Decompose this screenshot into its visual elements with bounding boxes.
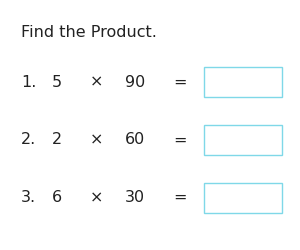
Text: 90: 90 [125, 75, 145, 90]
Text: 1.: 1. [21, 75, 36, 90]
Text: 60: 60 [125, 132, 145, 148]
Text: 6: 6 [52, 190, 62, 205]
Text: ×: × [89, 190, 103, 205]
Text: 2.: 2. [21, 132, 36, 148]
FancyBboxPatch shape [204, 125, 282, 155]
Text: ×: × [89, 75, 103, 90]
Text: ×: × [89, 132, 103, 148]
Text: =: = [173, 190, 187, 205]
Text: =: = [173, 132, 187, 148]
FancyBboxPatch shape [204, 68, 282, 98]
Text: 30: 30 [125, 190, 145, 205]
Text: =: = [173, 75, 187, 90]
Text: 2: 2 [52, 132, 62, 148]
FancyBboxPatch shape [204, 182, 282, 212]
Text: Find the Product.: Find the Product. [21, 25, 157, 40]
Text: 5: 5 [52, 75, 62, 90]
Text: 3.: 3. [21, 190, 36, 205]
